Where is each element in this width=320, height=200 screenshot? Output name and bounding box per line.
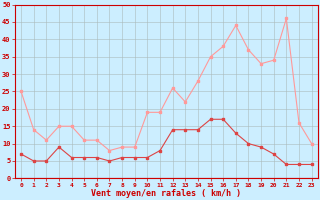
X-axis label: Vent moyen/en rafales ( km/h ): Vent moyen/en rafales ( km/h )	[91, 189, 241, 198]
